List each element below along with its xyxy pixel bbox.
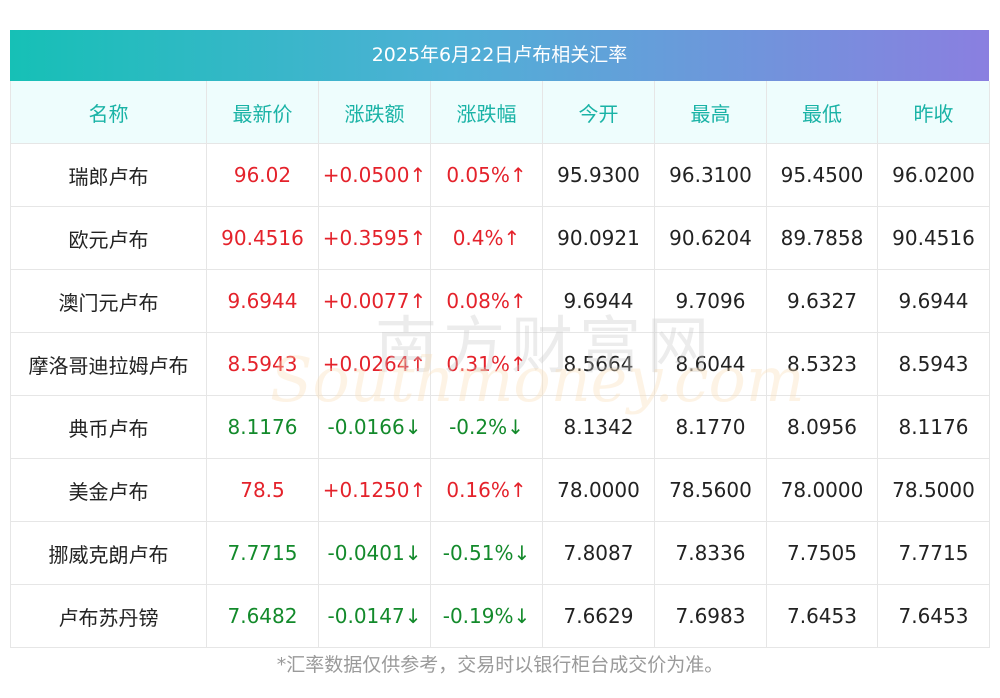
cell-open: 8.1342 (542, 395, 655, 459)
cell-low: 89.7858 (766, 206, 878, 270)
cell-name: 美金卢布 (10, 458, 207, 522)
cell-change-pct: 0.05%↑ (430, 143, 543, 207)
cell-high: 9.7096 (654, 269, 767, 333)
table-row: 美金卢布 78.5 +0.1250↑ 0.16%↑ 78.0000 78.5600 78.0… (10, 458, 990, 522)
cell-name: 挪威克朗卢布 (10, 521, 207, 585)
cell-change: +0.0500↑ (318, 143, 431, 207)
cell-open: 7.8087 (542, 521, 655, 585)
cell-change-pct: -0.19%↓ (430, 584, 543, 648)
cell-latest: 7.7715 (206, 521, 319, 585)
cell-change-pct: 0.08%↑ (430, 269, 543, 333)
table-title: 2025年6月22日卢布相关汇率 (10, 30, 989, 81)
footnote: *汇率数据仅供参考，交易时以银行柜台成交价为准。 (276, 654, 724, 676)
cell-low: 9.6327 (766, 269, 878, 333)
cell-name: 摩洛哥迪拉姆卢布 (10, 332, 207, 396)
cell-prev-close: 7.7715 (877, 521, 990, 585)
cell-high: 96.3100 (654, 143, 767, 207)
cell-open: 95.9300 (542, 143, 655, 207)
cell-prev-close: 90.4516 (877, 206, 990, 270)
table-row: 挪威克朗卢布 7.7715 -0.0401↓ -0.51%↓ 7.8087 7.8336 7… (10, 521, 990, 585)
rate-table-container: 2025年6月22日卢布相关汇率 名称 最新价 涨跌额 涨跌幅 今开 最高 最低… (10, 30, 990, 648)
table-row: 摩洛哥迪拉姆卢布 8.5943 +0.0264↑ 0.31%↑ 8.5664 8.6044… (10, 332, 990, 396)
header-open: 今开 (542, 81, 655, 144)
cell-high: 7.6983 (654, 584, 767, 648)
cell-name: 澳门元卢布 (10, 269, 207, 333)
cell-high: 78.5600 (654, 458, 767, 522)
table-row: 欧元卢布 90.4516 +0.3595↑ 0.4%↑ 90.0921 90.6204 89… (10, 206, 990, 270)
header-change: 涨跌额 (318, 81, 431, 144)
cell-open: 8.5664 (542, 332, 655, 396)
cell-change: +0.3595↑ (318, 206, 431, 270)
cell-change: -0.0147↓ (318, 584, 431, 648)
rate-table: 名称 最新价 涨跌额 涨跌幅 今开 最高 最低 昨收 瑞郎卢布 96.02 +0.0… (10, 81, 990, 648)
cell-open: 7.6629 (542, 584, 655, 648)
cell-change: +0.0077↑ (318, 269, 431, 333)
cell-open: 90.0921 (542, 206, 655, 270)
cell-prev-close: 8.5943 (877, 332, 990, 396)
cell-latest: 7.6482 (206, 584, 319, 648)
cell-name: 瑞郎卢布 (10, 143, 207, 207)
cell-name: 卢布苏丹镑 (10, 584, 207, 648)
cell-prev-close: 7.6453 (877, 584, 990, 648)
cell-prev-close: 78.5000 (877, 458, 990, 522)
cell-prev-close: 9.6944 (877, 269, 990, 333)
table-row: 典币卢布 8.1176 -0.0166↓ -0.2%↓ 8.1342 8.1770 8.09… (10, 395, 990, 459)
cell-latest: 96.02 (206, 143, 319, 207)
cell-low: 8.0956 (766, 395, 878, 459)
cell-change-pct: -0.2%↓ (430, 395, 543, 459)
cell-open: 9.6944 (542, 269, 655, 333)
cell-high: 8.1770 (654, 395, 767, 459)
cell-change-pct: 0.16%↑ (430, 458, 543, 522)
header-change-pct: 涨跌幅 (430, 81, 543, 144)
cell-change: -0.0166↓ (318, 395, 431, 459)
cell-latest: 8.1176 (206, 395, 319, 459)
cell-open: 78.0000 (542, 458, 655, 522)
cell-latest: 90.4516 (206, 206, 319, 270)
cell-low: 95.4500 (766, 143, 878, 207)
header-prev-close: 昨收 (877, 81, 990, 144)
cell-high: 7.8336 (654, 521, 767, 585)
cell-name: 欧元卢布 (10, 206, 207, 270)
header-name: 名称 (10, 81, 207, 144)
cell-change-pct: 0.4%↑ (430, 206, 543, 270)
cell-latest: 8.5943 (206, 332, 319, 396)
table-row: 澳门元卢布 9.6944 +0.0077↑ 0.08%↑ 9.6944 9.7096 9.6… (10, 269, 990, 333)
cell-change: -0.0401↓ (318, 521, 431, 585)
cell-change-pct: 0.31%↑ (430, 332, 543, 396)
cell-change: +0.0264↑ (318, 332, 431, 396)
cell-high: 90.6204 (654, 206, 767, 270)
cell-low: 78.0000 (766, 458, 878, 522)
header-low: 最低 (766, 81, 878, 144)
cell-latest: 9.6944 (206, 269, 319, 333)
cell-low: 7.7505 (766, 521, 878, 585)
cell-name: 典币卢布 (10, 395, 207, 459)
cell-low: 7.6453 (766, 584, 878, 648)
cell-change: +0.1250↑ (318, 458, 431, 522)
cell-latest: 78.5 (206, 458, 319, 522)
table-header-row: 名称 最新价 涨跌额 涨跌幅 今开 最高 最低 昨收 (10, 81, 990, 144)
cell-prev-close: 8.1176 (877, 395, 990, 459)
cell-low: 8.5323 (766, 332, 878, 396)
table-row: 瑞郎卢布 96.02 +0.0500↑ 0.05%↑ 95.9300 96.3100 95.… (10, 143, 990, 207)
header-high: 最高 (654, 81, 767, 144)
header-latest: 最新价 (206, 81, 319, 144)
cell-high: 8.6044 (654, 332, 767, 396)
table-row: 卢布苏丹镑 7.6482 -0.0147↓ -0.19%↓ 7.6629 7.6983 7.… (10, 584, 990, 648)
cell-change-pct: -0.51%↓ (430, 521, 543, 585)
cell-prev-close: 96.0200 (877, 143, 990, 207)
